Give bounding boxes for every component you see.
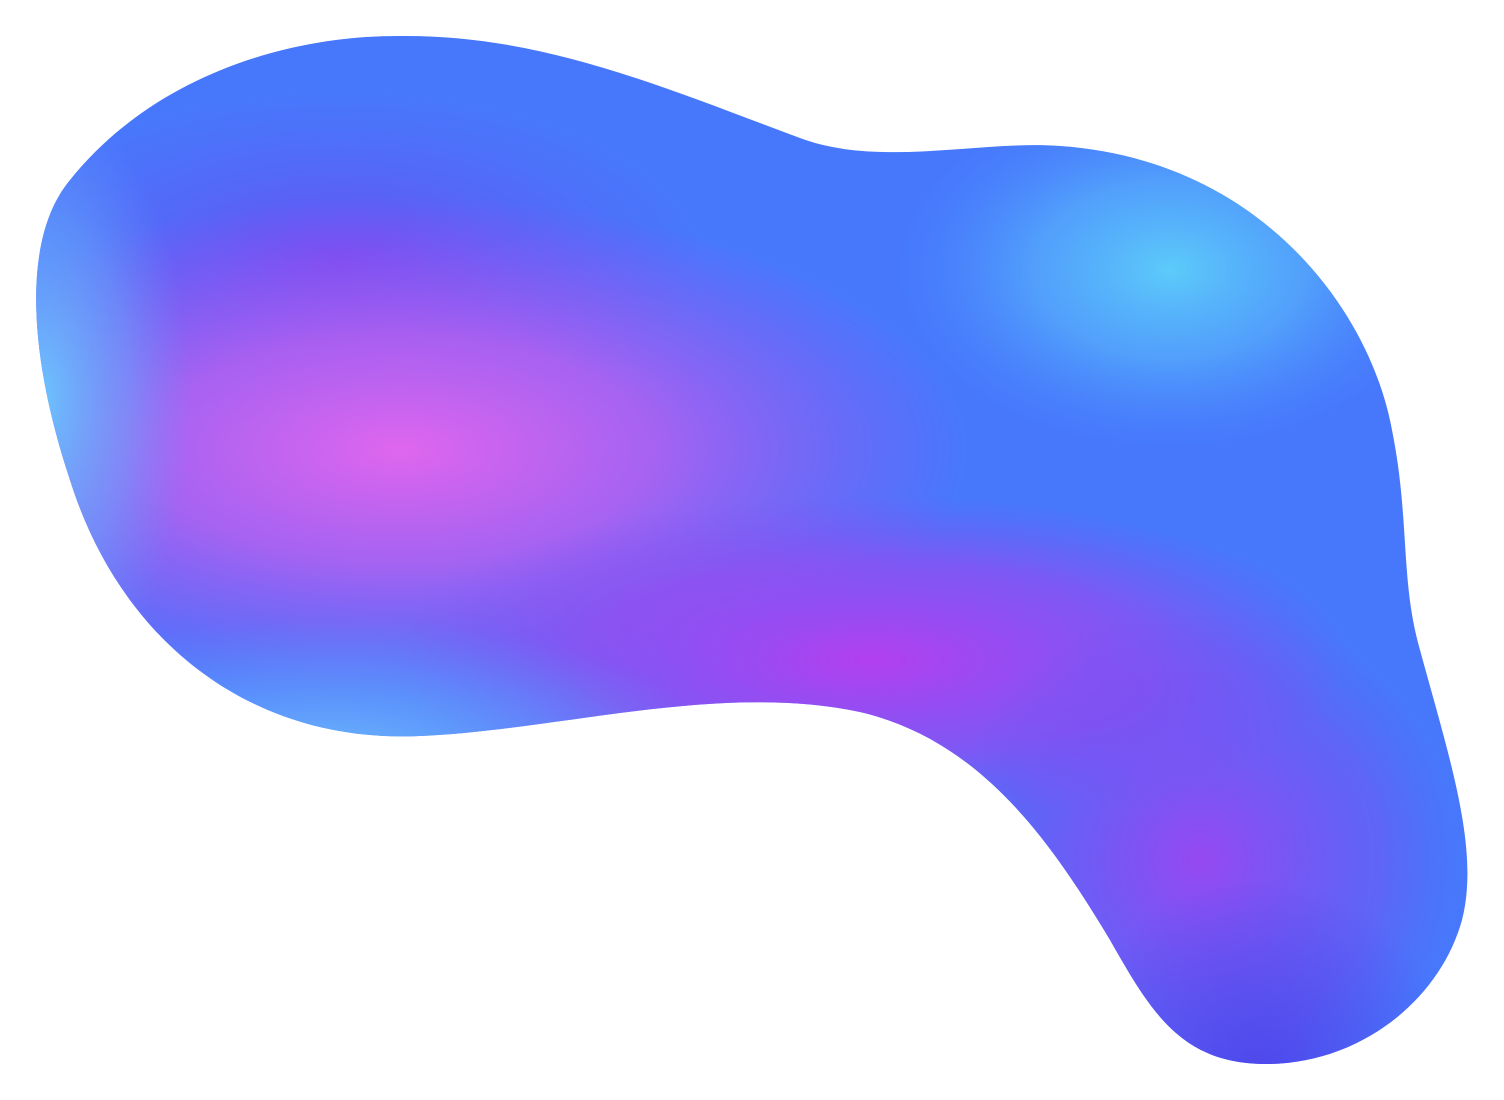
canvas — [36, 35, 1468, 1065]
gradient-blob-illustration — [36, 35, 1468, 1065]
bottom-shadow — [36, 35, 1468, 1065]
